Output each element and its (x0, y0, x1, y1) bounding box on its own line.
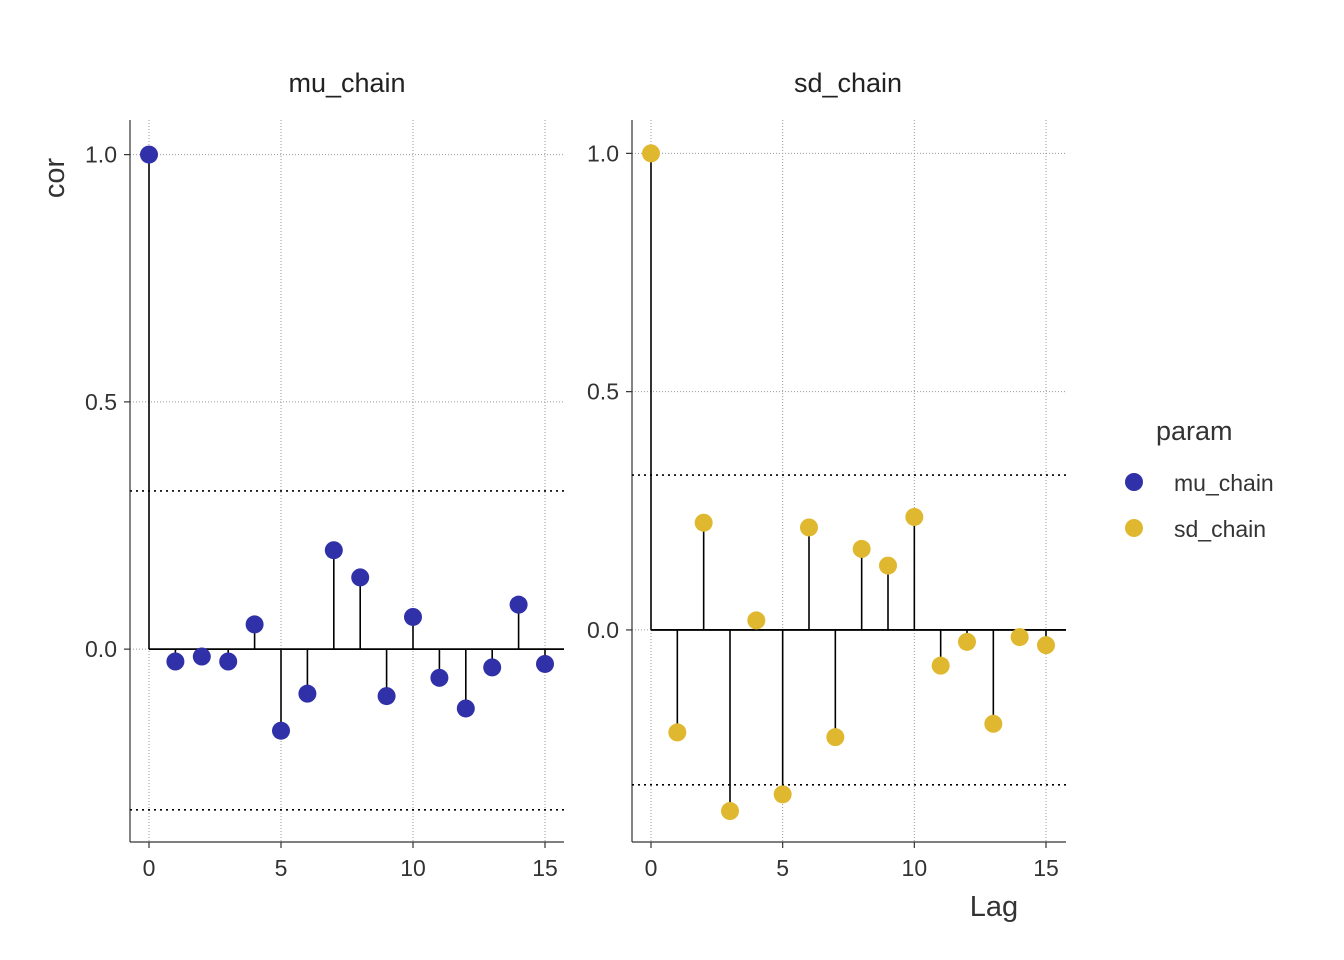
acf-point (773, 785, 792, 804)
x-tick-label: 0 (645, 855, 658, 881)
acf-point (879, 556, 897, 575)
acf-point (721, 802, 739, 821)
acf-point (192, 647, 211, 666)
facet-strip-title: sd_chain (794, 68, 902, 98)
y-tick-label: 0.5 (587, 379, 619, 405)
y-tick-label: 1.0 (587, 140, 619, 166)
acf-point (219, 652, 238, 671)
acf-point (852, 539, 871, 558)
acf-point (456, 699, 475, 718)
legend-key-sd_chain (1125, 519, 1143, 537)
y-tick-label: 0.5 (85, 389, 117, 415)
grid (130, 120, 564, 842)
acf-point (747, 611, 766, 630)
acf-point (826, 728, 845, 747)
acf-point (377, 687, 396, 706)
facet-strip-title: mu_chain (288, 68, 405, 98)
acf-point (483, 658, 502, 677)
y-tick-label: 1.0 (85, 142, 117, 168)
acf-point (800, 518, 818, 537)
facet-panel-mu_chain: mu_chain 0 5 10 15 0.0 0.5 1.0 (85, 68, 564, 881)
acf-point (166, 652, 185, 671)
x-tick-label: 10 (902, 855, 928, 881)
x-tick-label: 5 (776, 855, 789, 881)
y-tick-label: 0.0 (85, 636, 117, 662)
acf-point (694, 513, 713, 532)
acf-point (430, 668, 449, 687)
acf-point (984, 714, 1003, 733)
acf-point (351, 568, 370, 587)
grid (632, 120, 1066, 842)
x-tick-label: 15 (1033, 855, 1059, 881)
acf-point (1010, 628, 1029, 647)
x-tick-label: 0 (143, 855, 156, 881)
acf-point (1037, 636, 1055, 655)
acf-point (272, 721, 290, 740)
legend-key-mu_chain (1125, 473, 1143, 491)
x-tick-label: 15 (532, 855, 558, 881)
acf-point (536, 654, 554, 673)
legend-label: mu_chain (1174, 470, 1274, 496)
legend-title: param (1156, 416, 1233, 446)
facet-panel-sd_chain: sd_chain 0 5 10 15 0.0 0.5 1.0 (587, 68, 1066, 881)
acf-point (140, 145, 158, 164)
y-tick-label: 0.0 (587, 617, 619, 643)
acf-point (404, 607, 422, 626)
x-axis-title: Lag (970, 891, 1018, 923)
acf-point (509, 595, 528, 614)
y-axis-title: cor (39, 158, 71, 199)
acf-point (958, 632, 976, 651)
x-tick-label: 10 (400, 855, 426, 881)
x-tick-label: 5 (275, 855, 288, 881)
acf-point (642, 144, 660, 163)
legend-label: sd_chain (1174, 516, 1266, 542)
acf-point (324, 541, 343, 560)
acf-point (668, 723, 687, 742)
acf-point (298, 684, 317, 703)
acf-point (245, 615, 264, 634)
acf-point (905, 507, 924, 526)
acf-point (931, 656, 950, 675)
legend: param mu_chain sd_chain (1125, 416, 1274, 542)
